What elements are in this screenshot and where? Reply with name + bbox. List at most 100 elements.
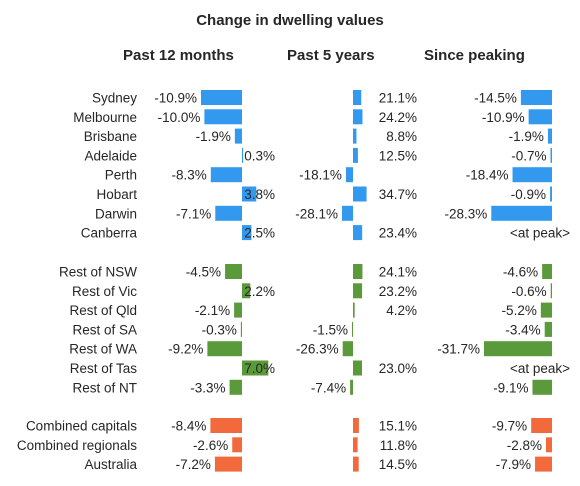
region-label-rest-of-nsw: Rest of NSW xyxy=(59,265,137,280)
value-label-past12-rest-of-vic: 2.2% xyxy=(244,284,275,299)
bar-peak-sydney xyxy=(520,90,552,105)
value-label-peak-darwin: -28.3% xyxy=(445,206,488,221)
region-label-rest-of-tas: Rest of Tas xyxy=(70,361,138,376)
bar-past12-combined-capitals xyxy=(210,418,242,433)
value-label-peak-canberra: <at peak> xyxy=(510,226,570,241)
bar-past5-rest-of-sa xyxy=(352,321,353,337)
bar-peak-melbourne xyxy=(528,109,552,125)
bar-peak-australia xyxy=(535,456,552,472)
bar-past5-rest-of-nt xyxy=(350,379,353,395)
value-label-past12-canberra: 2.5% xyxy=(244,226,275,241)
bar-past12-sydney xyxy=(201,90,242,105)
bars-layer xyxy=(201,90,552,472)
value-labels-layer: -10.9% 21.1% -14.5% -10.0% 24.2% -10.9% -1.9% 8… xyxy=(154,91,570,473)
panel-title-past-5-years: Past 5 years xyxy=(287,47,375,64)
bar-past12-rest-of-sa xyxy=(240,321,242,337)
value-label-past12-combined-capitals: -8.4% xyxy=(171,419,206,434)
bar-peak-combined-regionals xyxy=(545,437,552,453)
region-label-melbourne: Melbourne xyxy=(73,110,137,125)
bar-peak-rest-of-vic xyxy=(550,283,552,299)
value-label-peak-rest-of-qld: -5.2% xyxy=(502,303,537,318)
region-labels: Sydney Melbourne Brisbane Adelaide Perth Hoba… xyxy=(17,91,138,473)
value-label-peak-rest-of-wa: -31.7% xyxy=(437,342,480,357)
bar-peak-rest-of-nsw xyxy=(542,264,552,279)
bar-past12-australia xyxy=(214,456,242,472)
value-label-past12-australia: -7.2% xyxy=(176,457,211,472)
bar-past12-adelaide xyxy=(242,147,244,163)
bar-past5-combined-capitals xyxy=(353,418,359,433)
bar-past12-darwin xyxy=(215,205,242,221)
value-label-past5-sydney: 21.1% xyxy=(379,91,417,106)
value-label-past12-sydney: -10.9% xyxy=(154,91,197,106)
region-label-combined-regionals: Combined regionals xyxy=(17,438,137,453)
bar-past12-brisbane xyxy=(234,128,242,144)
value-label-peak-australia: -7.9% xyxy=(496,457,531,472)
bar-past5-hobart xyxy=(353,186,367,202)
value-label-past5-melbourne: 24.2% xyxy=(379,110,417,125)
value-label-past12-rest-of-nsw: -4.5% xyxy=(186,265,221,280)
value-label-peak-rest-of-sa: -3.4% xyxy=(505,322,540,337)
value-label-peak-perth: -18.4% xyxy=(466,168,509,183)
value-label-past12-rest-of-nt: -3.3% xyxy=(190,380,225,395)
value-label-peak-combined-capitals: -9.7% xyxy=(492,419,527,434)
region-label-brisbane: Brisbane xyxy=(84,129,137,144)
value-label-peak-rest-of-nsw: -4.6% xyxy=(503,265,538,280)
value-label-past5-darwin: -28.1% xyxy=(295,206,338,221)
bar-peak-combined-capitals xyxy=(531,418,552,433)
bar-past5-brisbane xyxy=(353,128,357,144)
bar-past5-rest-of-qld xyxy=(353,302,355,318)
region-label-australia: Australia xyxy=(84,457,137,472)
value-label-past5-rest-of-tas: 23.0% xyxy=(379,361,417,376)
value-label-past12-brisbane: -1.9% xyxy=(196,129,231,144)
value-label-past12-rest-of-wa: -9.2% xyxy=(168,342,203,357)
value-label-past5-perth: -18.1% xyxy=(299,168,342,183)
bar-past12-rest-of-nt xyxy=(229,379,242,395)
value-label-past5-rest-of-qld: 4.2% xyxy=(386,303,417,318)
region-label-rest-of-sa: Rest of SA xyxy=(72,322,137,337)
value-label-peak-combined-regionals: -2.8% xyxy=(507,438,542,453)
value-label-peak-melbourne: -10.9% xyxy=(482,110,525,125)
value-label-past5-adelaide: 12.5% xyxy=(379,148,417,163)
bar-past12-perth xyxy=(210,167,242,183)
region-label-rest-of-qld: Rest of Qld xyxy=(69,303,137,318)
value-label-peak-sydney: -14.5% xyxy=(474,91,517,106)
region-label-rest-of-vic: Rest of Vic xyxy=(72,284,137,299)
value-label-peak-hobart: -0.9% xyxy=(511,187,546,202)
value-label-past5-brisbane: 8.8% xyxy=(386,129,417,144)
value-label-past12-hobart: 3.8% xyxy=(244,187,275,202)
value-label-past5-rest-of-nsw: 24.1% xyxy=(379,265,417,280)
panel-title-since-peaking: Since peaking xyxy=(424,47,525,64)
value-label-past5-combined-capitals: 15.1% xyxy=(379,419,417,434)
bar-past5-perth xyxy=(345,167,353,183)
panel-titles: Past 12 months Past 5 years Since peaking xyxy=(123,47,525,64)
region-label-canberra: Canberra xyxy=(81,226,138,241)
bar-past5-australia xyxy=(353,456,359,472)
value-label-peak-rest-of-tas: <at peak> xyxy=(510,361,570,376)
value-label-past12-rest-of-tas: 7.0% xyxy=(244,361,275,376)
region-label-rest-of-nt: Rest of NT xyxy=(72,380,137,395)
value-label-past12-perth: -8.3% xyxy=(171,168,206,183)
bar-peak-rest-of-nt xyxy=(532,379,552,395)
value-label-past12-adelaide: 0.3% xyxy=(244,148,275,163)
bar-past5-rest-of-nsw xyxy=(353,264,363,279)
bar-past5-combined-regionals xyxy=(353,437,358,453)
value-label-past5-rest-of-wa: -26.3% xyxy=(296,342,339,357)
bar-past5-adelaide xyxy=(353,147,358,163)
bar-past5-rest-of-vic xyxy=(353,283,363,299)
bar-past5-rest-of-wa xyxy=(342,341,353,357)
bar-past5-darwin xyxy=(342,205,353,221)
region-label-sydney: Sydney xyxy=(92,91,137,106)
region-label-darwin: Darwin xyxy=(95,206,137,221)
region-label-hobart: Hobart xyxy=(96,187,137,202)
region-label-rest-of-wa: Rest of WA xyxy=(69,342,137,357)
value-label-past5-hobart: 34.7% xyxy=(379,187,417,202)
bar-past12-rest-of-nsw xyxy=(225,264,242,279)
bar-peak-hobart xyxy=(550,186,552,202)
value-label-past12-darwin: -7.1% xyxy=(176,206,211,221)
bar-past12-rest-of-qld xyxy=(234,302,242,318)
panel-title-past-12-months: Past 12 months xyxy=(123,47,234,64)
bar-peak-adelaide xyxy=(550,147,552,163)
bar-past12-rest-of-vic xyxy=(242,283,251,299)
bar-peak-rest-of-wa xyxy=(484,341,552,357)
